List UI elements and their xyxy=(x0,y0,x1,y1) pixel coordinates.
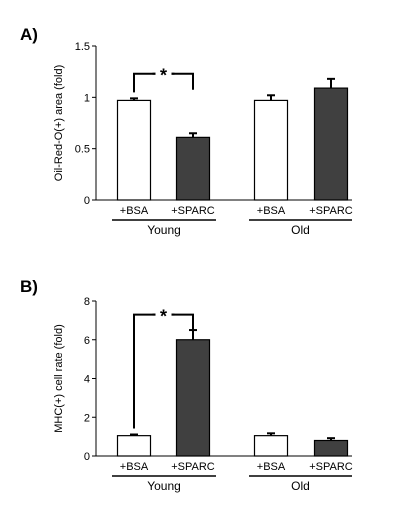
bar xyxy=(253,435,289,457)
significance-star: * xyxy=(160,307,167,327)
group-label: Old xyxy=(291,223,310,237)
y-tick-label: 2 xyxy=(84,412,90,424)
y-tick-label: 0 xyxy=(84,195,90,207)
bar xyxy=(313,439,349,457)
bar xyxy=(175,136,211,201)
category-label: +SPARC xyxy=(309,205,353,217)
panel-b: B) 0 2 4 6 8 MHC(+) cell rate (fold) +BSA +SPARC… xyxy=(20,277,353,493)
bar xyxy=(116,99,152,201)
y-tick-label: 1.5 xyxy=(75,41,90,53)
category-label: +BSA xyxy=(120,205,149,217)
y-tick-label: 8 xyxy=(84,296,90,308)
panel-label: A) xyxy=(20,25,38,44)
bar xyxy=(175,339,211,457)
category-label: +BSA xyxy=(257,205,286,217)
category-label: +BSA xyxy=(257,461,286,473)
group-label: Young xyxy=(147,223,181,237)
category-label: +SPARC xyxy=(309,461,353,473)
significance-gap xyxy=(155,69,172,78)
y-tick-label: 0 xyxy=(84,451,90,463)
bar xyxy=(253,99,289,201)
panel-label: B) xyxy=(20,277,38,296)
bar xyxy=(116,435,152,457)
category-label: +SPARC xyxy=(171,461,215,473)
group-label: Young xyxy=(147,479,181,493)
significance-gap xyxy=(155,310,172,319)
y-axis-label: MHC(+) cell rate (fold) xyxy=(53,324,65,433)
category-label: +SPARC xyxy=(171,205,215,217)
y-tick-label: 0.5 xyxy=(75,144,90,156)
y-tick-label: 6 xyxy=(84,335,90,347)
y-tick-label: 1 xyxy=(84,92,90,104)
group-label: Old xyxy=(291,479,310,493)
bar xyxy=(313,87,349,201)
panel-a: A) 0 0.5 1 1.5 Oil-Red-O(+) area (fold) +BSA +S… xyxy=(20,25,353,237)
y-axis-label: Oil-Red-O(+) area (fold) xyxy=(53,65,65,181)
significance-star: * xyxy=(160,66,167,86)
category-label: +BSA xyxy=(120,461,149,473)
y-tick-label: 4 xyxy=(84,374,90,386)
